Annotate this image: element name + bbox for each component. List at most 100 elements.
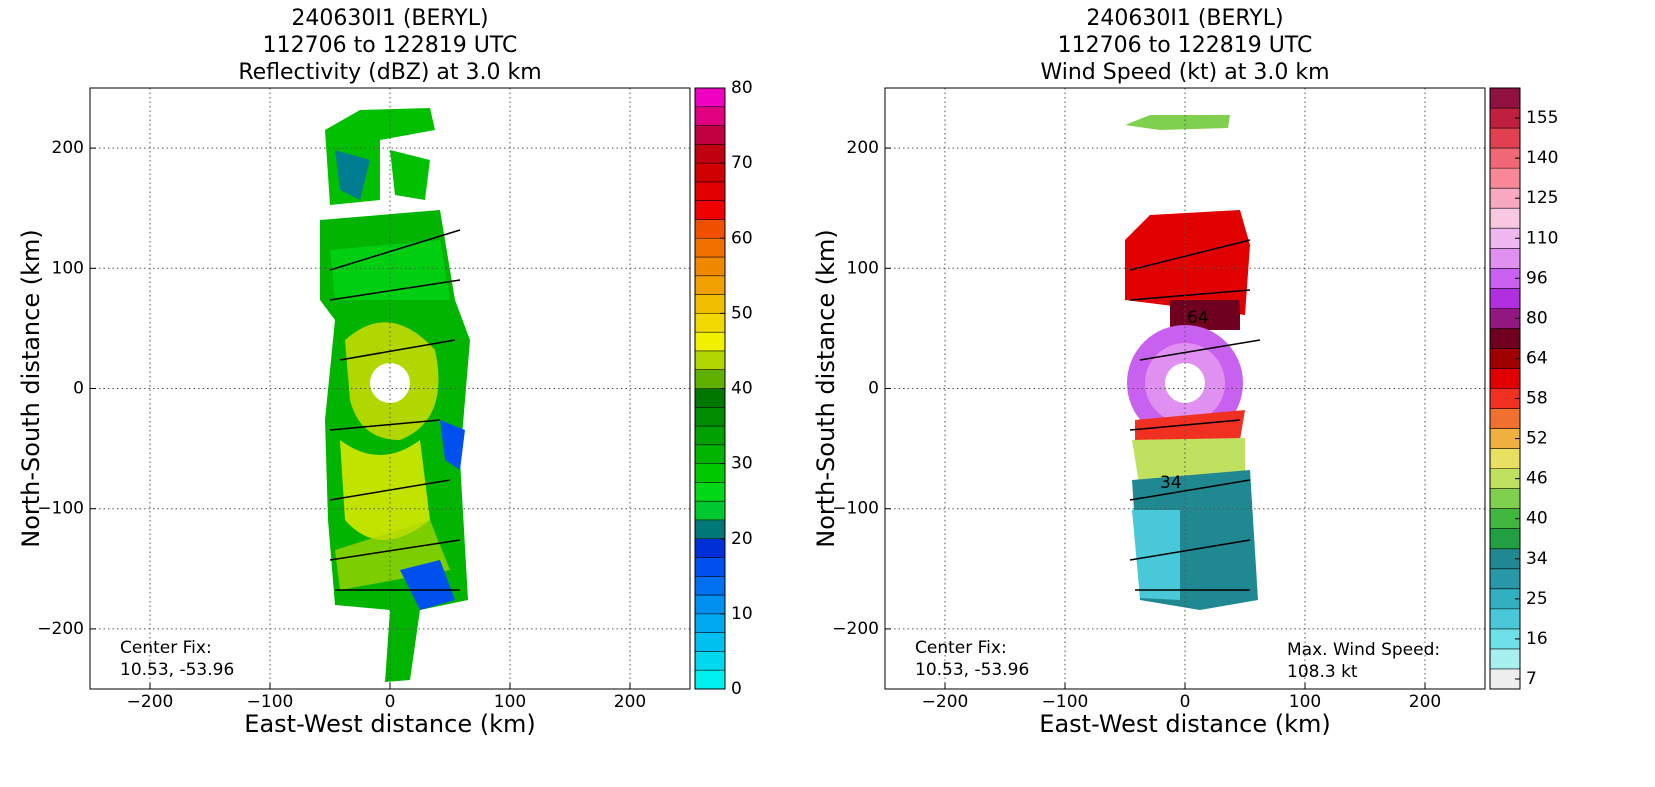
- colorbar-tick-label: 40: [1526, 509, 1548, 529]
- colorbar-tick-label: 60: [731, 228, 753, 248]
- colorbar-swatch: [1490, 108, 1520, 129]
- annotation: Center Fix:: [915, 638, 1007, 658]
- colorbar-swatch: [1490, 568, 1520, 590]
- chart-title: Reflectivity (dBZ) at 3.0 km: [238, 60, 541, 85]
- colorbar-swatch: [1490, 168, 1520, 189]
- x-tick-label: −100: [1042, 692, 1089, 712]
- colorbar-swatch: [1490, 468, 1520, 489]
- x-tick-label: 0: [1180, 692, 1191, 712]
- colorbar-swatch: [1490, 128, 1520, 149]
- colorbar-swatch: [1490, 528, 1520, 550]
- colorbar-swatch: [1490, 88, 1520, 109]
- colorbar-tick-label: 140: [1526, 148, 1558, 168]
- colorbar-swatch: [695, 350, 725, 371]
- colorbar-tick-label: 16: [1526, 629, 1548, 649]
- y-tick-label: −200: [832, 619, 879, 639]
- colorbar-swatch: [695, 238, 725, 258]
- annotation: 34: [1160, 473, 1182, 493]
- colorbar-swatch: [1490, 548, 1520, 570]
- colorbar-swatch: [1490, 508, 1520, 530]
- colorbar-tick-label: 10: [731, 604, 753, 624]
- colorbar-tick-label: 25: [1526, 589, 1548, 609]
- annotation: 64: [1187, 308, 1209, 328]
- colorbar-swatch: [1490, 668, 1520, 690]
- annotation: Max. Wind Speed:: [1287, 640, 1440, 660]
- colorbar-swatch: [695, 595, 725, 615]
- colorbar-swatch: [1490, 428, 1520, 449]
- chart-title: 112706 to 122819 UTC: [1058, 33, 1313, 58]
- colorbar-swatch: [1490, 608, 1520, 630]
- colorbar-tick-label: 58: [1526, 389, 1548, 409]
- colorbar-swatch: [1490, 328, 1520, 349]
- colorbar-tick-label: 46: [1526, 469, 1548, 489]
- plot-frame: [89, 87, 691, 690]
- colorbar-swatch: [695, 125, 725, 145]
- colorbar-tick-label: 7: [1526, 669, 1537, 689]
- colorbar-swatch: [1490, 348, 1520, 369]
- colorbar-tick-label: 52: [1526, 429, 1548, 449]
- colorbar-tick-label: 34: [1526, 549, 1548, 569]
- colorbar-swatch: [1490, 268, 1520, 289]
- colorbar-swatch: [1490, 188, 1520, 209]
- x-tick-label: 100: [1289, 692, 1321, 712]
- colorbar-tick-label: 70: [731, 153, 753, 173]
- colorbar-swatch: [695, 444, 725, 464]
- colorbar-swatch: [1490, 288, 1520, 309]
- colorbar-swatch: [1490, 448, 1520, 469]
- colorbar-tick-label: 155: [1526, 108, 1558, 128]
- colorbar-tick-label: 125: [1526, 188, 1558, 208]
- colorbar-swatch: [695, 426, 725, 446]
- colorbar-swatch: [695, 482, 725, 502]
- colorbar-swatch: [1490, 228, 1520, 249]
- colorbar-swatch: [695, 463, 725, 483]
- colorbar-swatch: [695, 275, 725, 295]
- y-tick-label: 200: [847, 138, 879, 158]
- colorbar-swatch: [695, 163, 725, 183]
- x-tick-label: 0: [385, 692, 396, 712]
- colorbar-swatch: [695, 294, 725, 314]
- y-tick-label: −200: [37, 619, 84, 639]
- colorbar-swatch: [695, 519, 725, 540]
- annotation: 10.53, -53.96: [915, 660, 1029, 680]
- x-tick-label: −100: [247, 692, 294, 712]
- colorbar-swatch: [695, 257, 725, 277]
- colorbar-swatch: [695, 219, 725, 239]
- colorbar-swatch: [1490, 628, 1520, 650]
- colorbar-swatch: [1490, 308, 1520, 329]
- colorbar-swatch: [695, 332, 725, 352]
- reflectivity-field: [320, 108, 470, 682]
- colorbar-tick-label: 96: [1526, 268, 1548, 288]
- colorbar-swatch: [695, 613, 725, 633]
- y-axis-label: North-South distance (km): [17, 229, 45, 548]
- colorbar-tick-label: 50: [731, 303, 753, 323]
- annotation: 10.53, -53.96: [120, 660, 234, 680]
- colorbar-tick-label: 40: [731, 379, 753, 399]
- y-tick-label: 0: [868, 379, 879, 399]
- colorbar-swatch: [695, 106, 725, 126]
- colorbar-swatch: [1490, 648, 1520, 670]
- x-tick-label: 100: [494, 692, 526, 712]
- colorbar-tick-label: 30: [731, 454, 753, 474]
- colorbar-swatch: [695, 670, 725, 690]
- x-tick-label: 200: [614, 692, 646, 712]
- colorbar-tick-label: 110: [1526, 228, 1558, 248]
- colorbar-swatch: [1490, 588, 1520, 610]
- colorbar-tick-label: 80: [1526, 308, 1548, 328]
- chart-title: 112706 to 122819 UTC: [263, 33, 518, 58]
- colorbar-swatch: [1490, 408, 1520, 429]
- y-tick-label: −100: [832, 499, 879, 519]
- y-tick-label: 100: [52, 258, 84, 278]
- chart-title: 240630I1 (BERYL): [291, 6, 488, 31]
- x-axis-label: East-West distance (km): [1039, 710, 1330, 738]
- colorbar-swatch: [695, 557, 725, 577]
- x-tick-label: 200: [1409, 692, 1441, 712]
- colorbar-swatch: [1490, 488, 1520, 509]
- x-tick-label: −200: [127, 692, 174, 712]
- colorbar-swatch: [695, 632, 725, 652]
- y-tick-label: 0: [73, 379, 84, 399]
- colorbar-swatch: [1490, 148, 1520, 169]
- colorbar-frame: [1489, 87, 1521, 690]
- colorbar-swatch: [1490, 208, 1520, 229]
- y-tick-label: −100: [37, 499, 84, 519]
- colorbar-swatch: [695, 181, 725, 201]
